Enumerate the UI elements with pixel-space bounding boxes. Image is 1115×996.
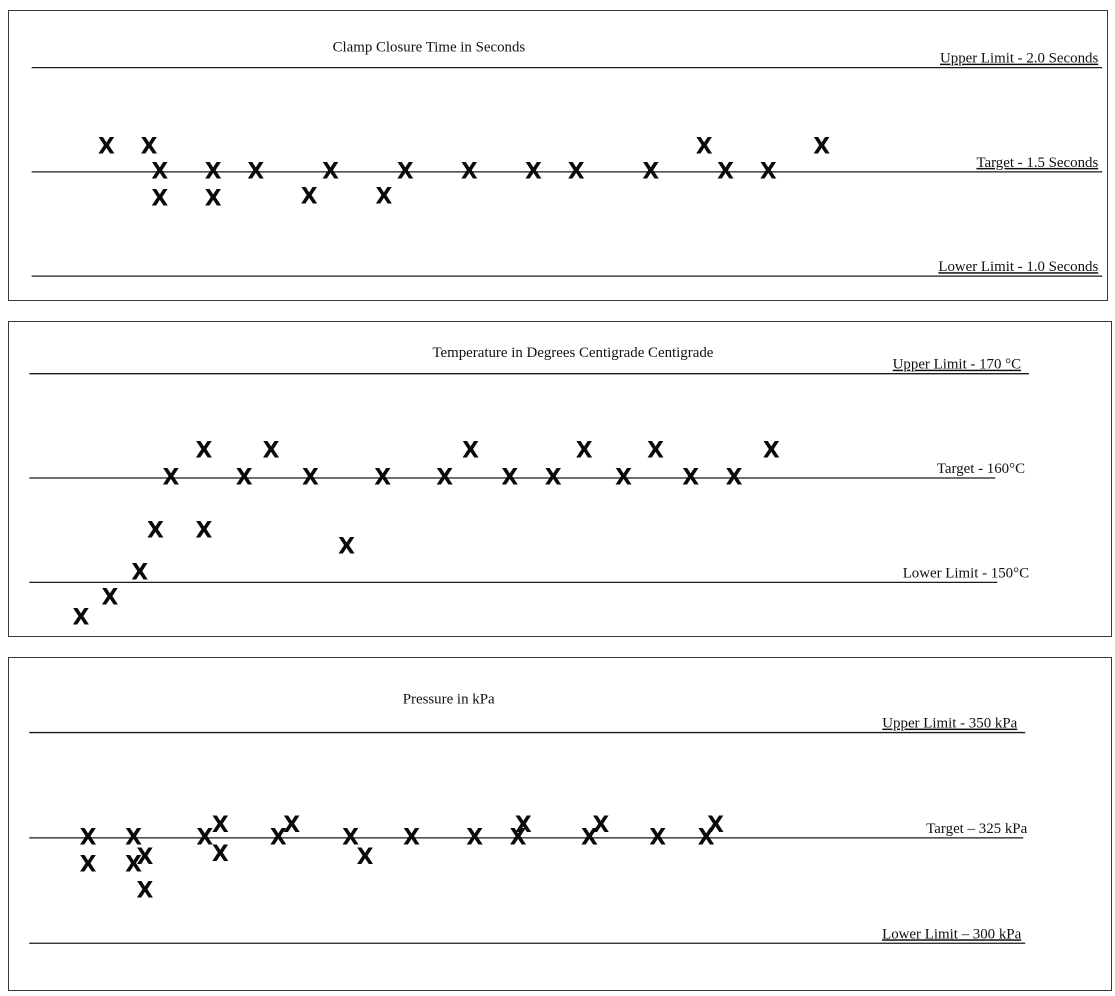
data-point: X: [461, 159, 478, 184]
clamp-closure-plot: Clamp Closure Time in Seconds Upper Limit…: [31, 40, 1103, 277]
data-point: X: [212, 842, 229, 867]
lower-line-label: Lower Limit - 1.0 Seconds: [938, 259, 1098, 275]
target-line-label: Target - 1.5 Seconds: [976, 155, 1098, 171]
data-point: X: [147, 519, 164, 544]
data-point: X: [342, 825, 359, 850]
data-point: X: [205, 159, 222, 184]
data-point: X: [515, 813, 532, 838]
upper-line-label: Upper Limit - 2.0 Seconds: [940, 51, 1098, 67]
data-point: X: [357, 845, 374, 870]
target-line-label: Target - 160°C: [937, 461, 1025, 477]
data-point: X: [196, 438, 213, 463]
data-point: X: [131, 560, 148, 585]
pressure-chart: Pressure in kPa Upper Limit - 350 kPa Targ…: [8, 657, 1112, 991]
data-point: X: [196, 825, 213, 850]
data-point: X: [615, 466, 632, 491]
data-point: X: [510, 825, 527, 850]
data-point: X: [247, 159, 264, 184]
data-point: X: [466, 825, 483, 850]
clamp-closure-chart: Clamp Closure Time in Seconds Upper Limit…: [8, 10, 1108, 301]
data-point: X: [101, 585, 118, 610]
data-point: X: [436, 466, 453, 491]
upper-line-label: Upper Limit - 170 °C: [893, 357, 1021, 373]
data-point: X: [212, 813, 229, 838]
data-point: X: [760, 159, 777, 184]
data-point: X: [397, 159, 414, 184]
data-point: X: [576, 438, 593, 463]
data-point: X: [813, 134, 830, 159]
data-point: X: [136, 879, 153, 904]
data-point: X: [642, 159, 659, 184]
data-point: X: [302, 466, 319, 491]
data-point: X: [374, 466, 391, 491]
lower-line-label: Lower Limit – 300 kPa: [882, 926, 1021, 942]
data-point: X: [568, 159, 585, 184]
data-point: X: [98, 134, 115, 159]
data-point: X: [125, 825, 142, 850]
data-point: X: [125, 852, 142, 877]
data-point: X: [80, 825, 97, 850]
upper-line-label: Upper Limit - 350 kPa: [882, 716, 1017, 732]
data-point: X: [581, 825, 598, 850]
data-point: X: [592, 813, 609, 838]
data-point: X: [73, 605, 90, 630]
chart-title: Clamp Closure Time in Seconds: [333, 40, 526, 56]
data-point: X: [403, 825, 420, 850]
data-point: X: [162, 466, 179, 491]
data-point: X: [151, 159, 168, 184]
temperature-chart: Temperature in Degrees Centigrade Centig…: [8, 321, 1112, 637]
data-point: X: [136, 845, 153, 870]
data-point: X: [462, 438, 479, 463]
data-point: X: [707, 813, 724, 838]
data-point: X: [270, 825, 287, 850]
data-point: X: [649, 825, 666, 850]
data-point: X: [338, 534, 355, 559]
data-point: X: [196, 519, 213, 544]
data-point: X: [151, 186, 168, 211]
data-point: X: [696, 134, 713, 159]
data-point: X: [726, 466, 743, 491]
data-point: X: [525, 159, 542, 184]
data-point: X: [717, 159, 734, 184]
lower-line-label: Lower Limit - 150°C: [903, 565, 1029, 581]
data-point: X: [682, 466, 699, 491]
data-point: X: [698, 825, 715, 850]
data-point: X: [263, 438, 280, 463]
data-point: X: [763, 438, 780, 463]
data-point: X: [141, 134, 158, 159]
data-point: X: [283, 813, 300, 838]
data-point: X: [376, 184, 393, 209]
data-point: X: [236, 466, 253, 491]
data-point: X: [545, 466, 562, 491]
data-point: X: [80, 852, 97, 877]
data-point: X: [205, 186, 222, 211]
data-point: X: [322, 159, 339, 184]
temperature-plot: Temperature in Degrees Centigrade Centig…: [29, 345, 1029, 630]
data-point: X: [501, 466, 518, 491]
data-point: X: [301, 184, 318, 209]
data-point: X: [647, 438, 664, 463]
target-line-label: Target – 325 kPa: [926, 821, 1027, 837]
chart-title: Temperature in Degrees Centigrade Centig…: [432, 345, 713, 361]
chart-title: Pressure in kPa: [403, 692, 495, 708]
pressure-plot: Pressure in kPa Upper Limit - 350 kPa Targ…: [29, 692, 1028, 944]
